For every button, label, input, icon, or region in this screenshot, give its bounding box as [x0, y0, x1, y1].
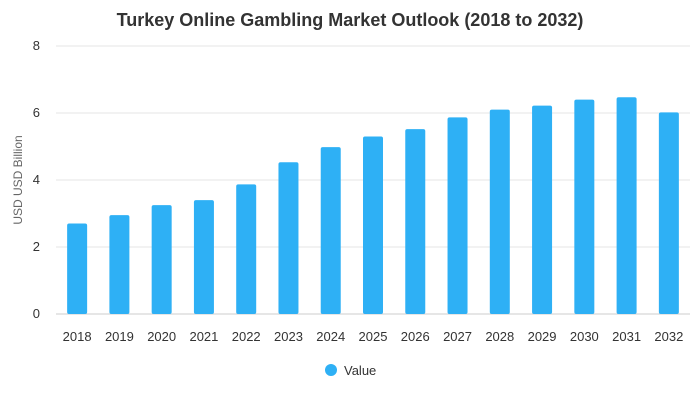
x-tick-label: 2031 [612, 329, 641, 344]
bar-2032[interactable] [658, 112, 679, 314]
bar-2021[interactable] [193, 200, 214, 314]
y-tick-label: 4 [33, 172, 40, 187]
x-tick-label: 2019 [105, 329, 134, 344]
y-axis-ticks: 0 2 4 6 8 [33, 38, 40, 321]
x-tick-label: 2028 [485, 329, 514, 344]
bar-2025[interactable] [363, 136, 383, 314]
bar-2024[interactable] [320, 147, 341, 314]
bars [67, 97, 679, 315]
x-tick-label: 2022 [232, 329, 261, 344]
x-tick-label: 2024 [316, 329, 345, 344]
x-tick-label: 2025 [359, 329, 388, 344]
x-tick-label: 2020 [147, 329, 176, 344]
bar-2030[interactable] [574, 99, 595, 314]
x-tick-label: 2021 [189, 329, 218, 344]
bar-2031[interactable] [616, 97, 637, 314]
y-tick-label: 6 [33, 105, 40, 120]
bar-2029[interactable] [532, 105, 553, 314]
legend-label: Value [344, 363, 376, 378]
bar-2023[interactable] [278, 162, 299, 314]
y-tick-label: 0 [33, 306, 40, 321]
legend: Value [325, 363, 376, 378]
bar-2019[interactable] [109, 215, 130, 314]
bar-2022[interactable] [236, 184, 257, 314]
x-tick-label: 2032 [654, 329, 683, 344]
y-tick-label: 8 [33, 38, 40, 53]
x-tick-label: 2018 [63, 329, 92, 344]
chart-title: Turkey Online Gambling Market Outlook (2… [117, 10, 584, 30]
x-tick-label: 2027 [443, 329, 472, 344]
bar-2028[interactable] [489, 109, 510, 315]
x-tick-label: 2029 [528, 329, 557, 344]
y-axis-label: USD USD Billion [11, 135, 25, 224]
legend-marker [325, 364, 337, 376]
x-tick-label: 2030 [570, 329, 599, 344]
bar-2020[interactable] [151, 205, 172, 314]
y-tick-label: 2 [33, 239, 40, 254]
x-axis-ticks: 2018 2019 2020 2021 2022 2023 2024 2025 2026 2027… [63, 329, 684, 344]
x-tick-label: 2026 [401, 329, 430, 344]
bar-2026[interactable] [405, 129, 426, 314]
bar-2027[interactable] [447, 117, 468, 314]
x-tick-label: 2023 [274, 329, 303, 344]
bar-2018[interactable] [67, 223, 88, 314]
